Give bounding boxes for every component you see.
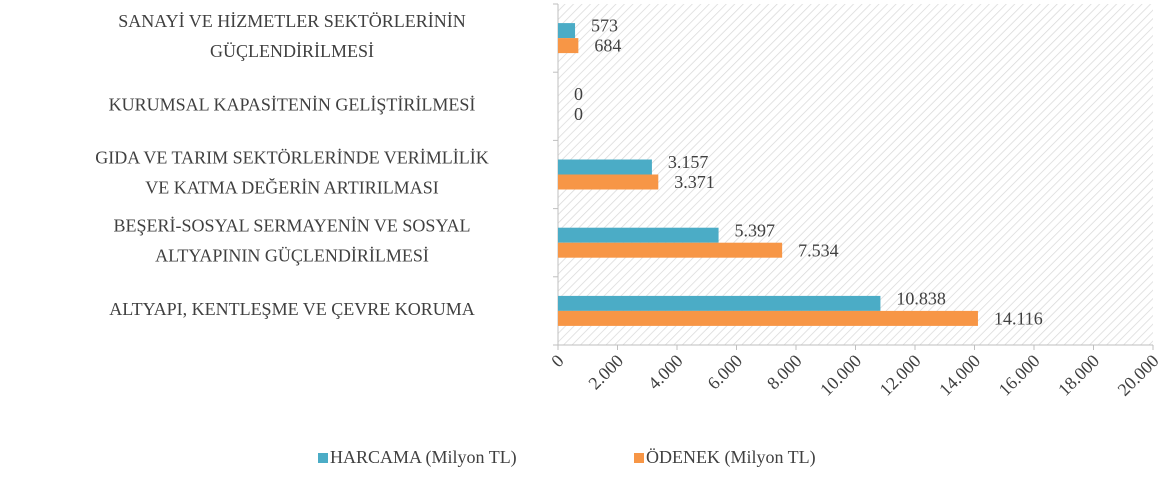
legend-label: ÖDENEK (Milyon TL) bbox=[646, 447, 816, 468]
legend: HARCAMA (Milyon TL) ÖDENEK (Milyon TL) bbox=[318, 447, 816, 468]
data-label: 573 bbox=[591, 16, 618, 36]
bar bbox=[558, 295, 881, 311]
data-label: 7.534 bbox=[798, 240, 839, 260]
data-label: 684 bbox=[594, 36, 621, 56]
bar bbox=[558, 159, 652, 175]
x-tick-label: 4.000 bbox=[644, 351, 687, 394]
y-tick-label: GIDA VE TARIM SEKTÖRLERİNDE VERİMLİLİK VE… bbox=[95, 148, 489, 198]
x-tick-label: 20.000 bbox=[1114, 351, 1163, 400]
data-label: 3.371 bbox=[674, 172, 715, 192]
bar bbox=[558, 310, 978, 326]
data-label: 0 bbox=[574, 104, 583, 124]
y-tick-label-line: BEŞERİ-SOSYAL SERMAYENİN VE SOSYAL bbox=[114, 216, 471, 236]
y-tick-label-line: GÜÇLENDİRİLMESİ bbox=[210, 41, 374, 61]
data-label: 10.838 bbox=[896, 289, 946, 309]
y-tick-label-line: GIDA VE TARIM SEKTÖRLERİNDE VERİMLİLİK bbox=[95, 148, 489, 168]
data-label: 14.116 bbox=[994, 309, 1043, 329]
y-tick-label-line: SANAYİ VE HİZMETLER SEKTÖRLERİNİN bbox=[118, 11, 465, 31]
bar bbox=[558, 174, 659, 190]
x-tick-label: 2.000 bbox=[584, 351, 627, 394]
x-tick-label: 14.000 bbox=[935, 351, 984, 400]
x-tick-label: 8.000 bbox=[763, 351, 806, 394]
data-label: 5.397 bbox=[735, 220, 776, 240]
x-tick-label: 18.000 bbox=[1054, 351, 1103, 400]
legend-swatch bbox=[318, 453, 328, 463]
bar bbox=[558, 242, 783, 258]
y-tick-label-line: KURUMSAL KAPASİTENİN GELİŞTİRİLMESİ bbox=[109, 94, 476, 114]
y-tick-label: KURUMSAL KAPASİTENİN GELİŞTİRİLMESİ bbox=[109, 94, 476, 114]
x-tick-label: 0 bbox=[547, 351, 568, 372]
bar bbox=[558, 38, 579, 54]
y-tick-label: ALTYAPI, KENTLEŞME VE ÇEVRE KORUMA bbox=[109, 299, 475, 319]
y-tick-label-line: ALTYAPININ GÜÇLENDİRİLMESİ bbox=[155, 246, 429, 266]
bar bbox=[558, 227, 719, 243]
legend-swatch bbox=[634, 453, 644, 463]
bar bbox=[558, 23, 576, 39]
y-tick-label-line: ALTYAPI, KENTLEŞME VE ÇEVRE KORUMA bbox=[109, 299, 475, 319]
x-tick-label: 12.000 bbox=[876, 351, 925, 400]
x-tick-label: 16.000 bbox=[995, 351, 1044, 400]
x-tick-label: 10.000 bbox=[816, 351, 865, 400]
data-label: 3.157 bbox=[668, 152, 709, 172]
data-label: 0 bbox=[574, 84, 583, 104]
y-tick-label: SANAYİ VE HİZMETLER SEKTÖRLERİNİN GÜÇLEND… bbox=[118, 11, 465, 61]
legend-label: HARCAMA (Milyon TL) bbox=[330, 447, 517, 468]
y-tick-label: BEŞERİ-SOSYAL SERMAYENİN VE SOSYAL ALTYAP… bbox=[114, 216, 471, 266]
x-tick-label: 6.000 bbox=[703, 351, 746, 394]
y-tick-label-line: VE KATMA DEĞERİN ARTIRILMASI bbox=[145, 177, 438, 198]
